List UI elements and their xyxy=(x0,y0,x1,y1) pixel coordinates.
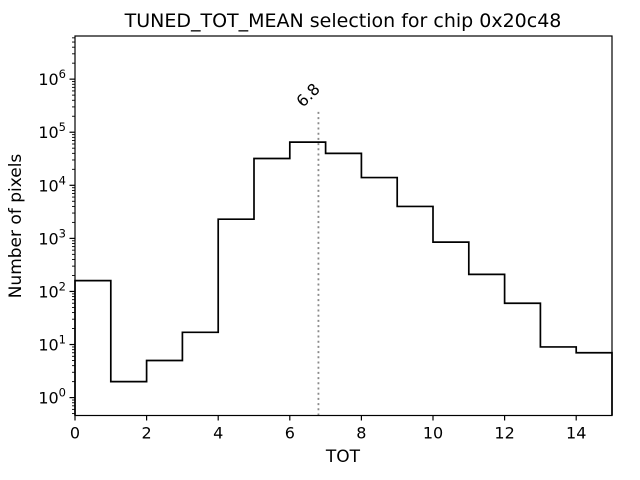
y-tick-label: 102 xyxy=(38,279,66,301)
y-tick-label: 105 xyxy=(38,120,66,142)
x-axis-label: TOT xyxy=(325,447,361,467)
y-axis-minor-ticks xyxy=(72,37,75,415)
axes-spines xyxy=(74,35,613,417)
y-tick-label: 106 xyxy=(38,67,66,89)
plot-area: 0 2 4 6 8 10 12 14 100 101 102 103 104 105 106 xyxy=(38,35,613,443)
x-tick-label: 8 xyxy=(356,424,366,443)
y-tick-label: 100 xyxy=(38,386,66,408)
x-tick-label: 6 xyxy=(285,424,295,443)
chart-title: TUNED_TOT_MEAN selection for chip 0x20c4… xyxy=(124,10,562,32)
x-tick-label: 2 xyxy=(142,424,152,443)
x-axis-ticks: 0 2 4 6 8 10 12 14 xyxy=(70,415,586,443)
x-tick-label: 0 xyxy=(70,424,80,443)
x-tick-label: 14 xyxy=(566,424,586,443)
histogram-step-line xyxy=(74,141,613,416)
x-tick-label: 12 xyxy=(494,424,514,443)
y-tick-label: 104 xyxy=(38,173,66,195)
x-tick-label: 4 xyxy=(213,424,223,443)
y-tick-label: 103 xyxy=(38,226,66,248)
y-axis-label: Number of pixels xyxy=(6,154,26,299)
y-tick-label: 101 xyxy=(38,333,66,355)
y-axis-ticks: 100 101 102 103 104 105 106 xyxy=(38,67,75,408)
vline-annotation: 6.8 xyxy=(292,79,323,110)
x-tick-label: 10 xyxy=(423,424,443,443)
